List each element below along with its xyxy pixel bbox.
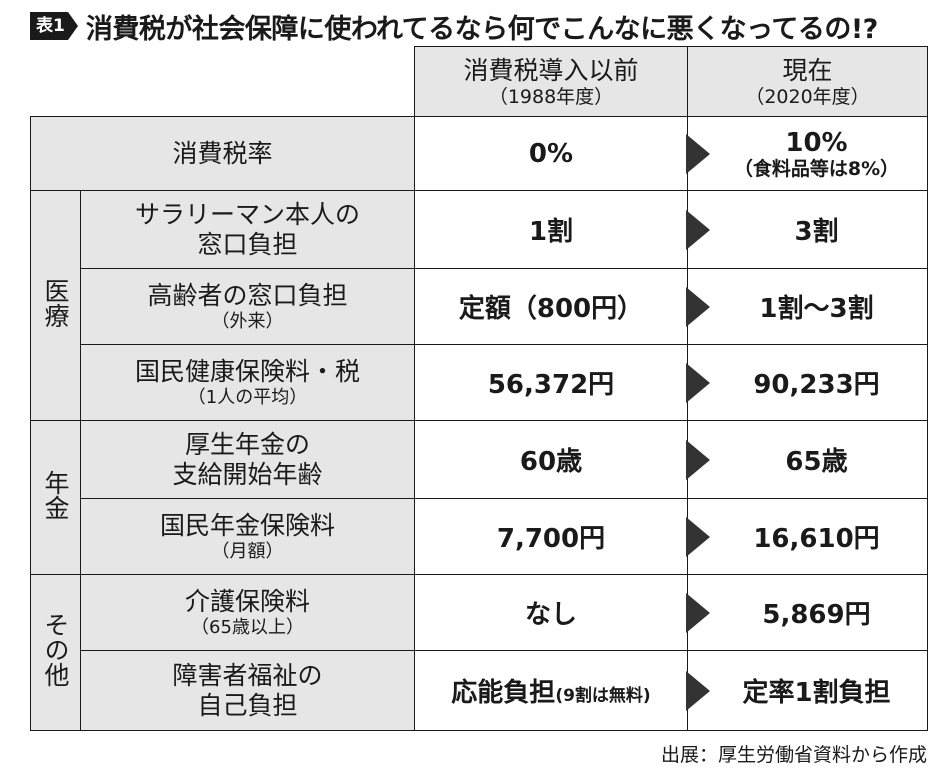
header-current: 現在 （2020年度） (687, 46, 928, 117)
row-label-national-pension: 国民年金保険料 （月額） (80, 498, 415, 575)
row-label-elderly: 高齢者の窓口負担 （外来） (80, 268, 415, 345)
national-pension-current: 16,610円 (686, 498, 928, 575)
header-before-title: 消費税導入以前 (463, 55, 639, 85)
table-title: 表1 消費税が社会保障に使われてるなら何でこんなに悪くなってるの!? (30, 6, 878, 46)
group-label-nenkin: 年金 (30, 420, 81, 575)
row-label-care: 介護保険料 （65歳以上） (80, 574, 415, 651)
group-label-sonota: その他 (30, 574, 81, 731)
arrow-right-icon (686, 592, 710, 633)
care-current: 5,869円 (686, 574, 928, 651)
arrow-right-icon (686, 133, 710, 174)
table-badge-label: 表1 (30, 12, 68, 40)
row-label-disability: 障害者福祉の 自己負担 (80, 650, 415, 731)
table-row: 障害者福祉の 自己負担 応能負担(9割は無料) 定率1割負担 (31, 650, 928, 731)
table-row: 医療 サラリーマン本人の 窓口負担 1割 3割 (30, 190, 928, 421)
comparison-table: 消費税導入以前 （1988年度） 現在 （2020年度） 消費税率 0% 10%… (30, 46, 928, 731)
tax-rate-current-note: （食料品等は8%） (733, 157, 900, 180)
header-current-title: 現在 (782, 55, 833, 85)
table-row: 高齢者の窓口負担 （外来） 定額（800円） 1割〜3割 (31, 268, 928, 345)
header-blank (30, 46, 415, 117)
disability-before-note: (9割は無料) (555, 686, 651, 706)
header-before-year: （1988年度） (488, 85, 614, 108)
header-current-year: （2020年度） (745, 85, 870, 108)
national-pension-before: 7,700円 (414, 498, 688, 575)
group-label-iryo: 医療 (30, 190, 81, 421)
table-row: 国民年金保険料 （月額） 7,700円 16,610円 (31, 498, 928, 575)
elderly-current: 1割〜3割 (686, 268, 928, 345)
pension-age-before: 60歳 (414, 420, 688, 499)
salaryman-before: 1割 (414, 190, 688, 269)
table-row: その他 介護保険料 （65歳以上） なし 5,869円 (30, 574, 928, 731)
title-text: 消費税が社会保障に使われてるなら何でこんなに悪くなってるの!? (85, 13, 878, 45)
header-row: 消費税導入以前 （1988年度） 現在 （2020年度） (30, 46, 928, 117)
row-label-nhi: 国民健康保険料・税 （1人の平均） (80, 344, 415, 421)
table-row: 年金 厚生年金の 支給開始年齢 60歳 65歳 (30, 420, 928, 575)
table-row: 消費税率 0% 10% （食料品等は8%） (30, 116, 928, 191)
table-badge: 表1 (30, 12, 78, 40)
table-row: 国民健康保険料・税 （1人の平均） 56,372円 90,233円 (31, 344, 928, 421)
arrow-right-icon (686, 286, 710, 327)
tax-rate-current: 10% （食料品等は8%） (686, 116, 928, 191)
care-before: なし (414, 574, 688, 651)
row-label-pension-age: 厚生年金の 支給開始年齢 (80, 420, 415, 499)
disability-before: 応能負担(9割は無料) (414, 650, 688, 731)
salaryman-current: 3割 (686, 190, 928, 269)
elderly-before: 定額（800円） (414, 268, 688, 345)
badge-arrow-icon (67, 12, 78, 40)
arrow-right-icon (686, 362, 710, 403)
arrow-right-icon (686, 516, 710, 557)
source-note: 出展：厚生労働省資料から作成 (660, 744, 927, 766)
disability-current: 定率1割負担 (686, 650, 928, 731)
nhi-before: 56,372円 (414, 344, 688, 421)
tax-rate-current-value: 10% (785, 127, 848, 158)
arrow-right-icon (686, 439, 710, 480)
row-label-salaryman: サラリーマン本人の 窓口負担 (80, 190, 415, 269)
pension-age-current: 65歳 (686, 420, 928, 499)
arrow-right-icon (686, 209, 710, 250)
arrow-right-icon (686, 670, 710, 711)
row-label-tax-rate: 消費税率 (30, 116, 415, 191)
nhi-current: 90,233円 (686, 344, 928, 421)
header-before: 消費税導入以前 （1988年度） (414, 46, 688, 117)
disability-before-value: 応能負担 (451, 678, 556, 708)
tax-rate-before: 0% (414, 116, 688, 191)
